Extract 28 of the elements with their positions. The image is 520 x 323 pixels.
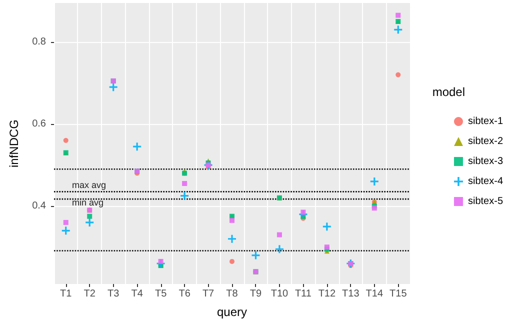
x-tick-label: T5 bbox=[154, 288, 168, 300]
x-tick-label: T11 bbox=[294, 288, 312, 300]
y-tick-label: 0.6 bbox=[32, 118, 46, 130]
legend-label: sibtex-3 bbox=[468, 156, 504, 167]
x-tick-label: T7 bbox=[202, 288, 215, 300]
legend-label: sibtex-2 bbox=[468, 136, 504, 147]
ref-line-label: min avg bbox=[72, 198, 104, 208]
legend-title: model bbox=[432, 85, 466, 99]
x-tick-label: T4 bbox=[131, 288, 144, 300]
x-tick-label: T9 bbox=[250, 288, 262, 300]
x-tick-label: T13 bbox=[342, 288, 360, 300]
y-axis-title: infNDCG bbox=[7, 119, 21, 168]
x-axis-title: query bbox=[216, 305, 248, 319]
x-tick-label: T3 bbox=[107, 288, 120, 300]
legend-label: sibtex-5 bbox=[468, 196, 504, 207]
ref-line-label: max avg bbox=[72, 180, 106, 190]
x-tick-label: T10 bbox=[270, 288, 289, 300]
y-tick-label: 0.4 bbox=[32, 200, 46, 212]
x-tick-label: T2 bbox=[84, 288, 96, 300]
x-tick-label: T8 bbox=[226, 288, 238, 300]
x-tick-label: T6 bbox=[178, 288, 191, 300]
x-tick-label: T14 bbox=[366, 288, 384, 300]
legend-label: sibtex-1 bbox=[468, 116, 504, 127]
x-tick-label: T12 bbox=[318, 288, 336, 300]
x-tick-label: T15 bbox=[390, 288, 408, 300]
y-tick-label: 0.8 bbox=[32, 36, 46, 48]
x-tick-label: T1 bbox=[60, 288, 72, 300]
legend-label: sibtex-4 bbox=[468, 176, 504, 187]
